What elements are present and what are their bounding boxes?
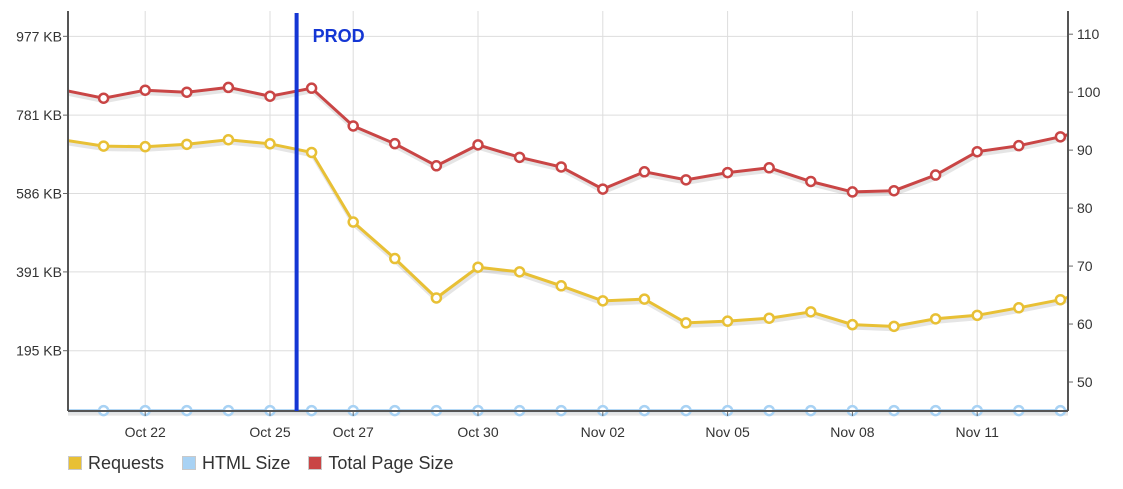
point-total-page-size bbox=[680, 174, 692, 186]
point-total-page-size bbox=[139, 84, 151, 96]
legend-swatch-total-page-size bbox=[308, 456, 323, 470]
legend-label-requests: Requests bbox=[88, 452, 165, 473]
point-total-page-size bbox=[1098, 121, 1107, 130]
point-requests bbox=[721, 315, 734, 327]
y-right-tick-label: 90 bbox=[1077, 142, 1093, 158]
legend-item-requests[interactable]: Requests bbox=[68, 453, 164, 474]
y-right-tick-label: 110 bbox=[1077, 26, 1100, 42]
x-tick-label: Oct 22 bbox=[125, 424, 166, 440]
y-left-tick-label: 977 KB bbox=[16, 28, 62, 44]
legend: Requests HTML Size Total Page Size bbox=[68, 451, 471, 475]
point-requests bbox=[971, 309, 983, 322]
x-tick-label: Nov 05 bbox=[705, 424, 750, 440]
point-requests bbox=[1054, 293, 1067, 306]
grid bbox=[68, 11, 1068, 411]
point-total-page-size bbox=[929, 169, 942, 181]
point-total-page-size bbox=[971, 145, 983, 158]
y-right-tick-label: 80 bbox=[1077, 200, 1093, 216]
point-requests bbox=[181, 138, 193, 151]
y-right-tick-label: 50 bbox=[1077, 374, 1093, 390]
y-left-tick-label: 195 KB bbox=[16, 343, 62, 359]
point-requests bbox=[58, 135, 67, 144]
point-requests bbox=[1013, 302, 1025, 314]
point-requests bbox=[430, 292, 443, 304]
point-total-page-size bbox=[1013, 139, 1025, 152]
point-total-page-size bbox=[805, 175, 817, 188]
legend-label-total-page-size: Total Page Size bbox=[328, 452, 454, 473]
point-requests bbox=[1098, 282, 1107, 291]
point-total-page-size bbox=[222, 81, 235, 94]
point-requests bbox=[763, 312, 775, 324]
point-html-size bbox=[1098, 406, 1107, 415]
point-total-page-size bbox=[389, 137, 401, 150]
point-requests bbox=[264, 138, 276, 150]
point-requests bbox=[389, 252, 401, 265]
point-total-page-size bbox=[305, 82, 318, 94]
legend-swatch-html-size bbox=[182, 456, 197, 470]
x-tick-label: Nov 08 bbox=[830, 424, 875, 440]
y-left-tick-label: 586 KB bbox=[16, 186, 62, 202]
axes bbox=[63, 11, 1073, 416]
point-total-page-size bbox=[181, 86, 193, 98]
series-shadow-requests bbox=[68, 140, 1068, 332]
y-left-tick-label: 781 KB bbox=[16, 107, 62, 123]
prod-marker-label: PROD bbox=[313, 26, 365, 46]
point-requests bbox=[597, 295, 609, 307]
point-requests bbox=[888, 320, 900, 333]
plot-background bbox=[68, 11, 1068, 411]
legend-label-html-size: HTML Size bbox=[202, 452, 291, 473]
point-total-page-size bbox=[763, 162, 775, 174]
legend-swatch-requests bbox=[68, 456, 82, 470]
point-total-page-size bbox=[846, 186, 859, 198]
point-requests bbox=[305, 146, 318, 159]
point-requests bbox=[347, 216, 359, 228]
point-total-page-size bbox=[1054, 131, 1067, 143]
point-total-page-size bbox=[513, 151, 526, 164]
point-total-page-size bbox=[97, 92, 110, 104]
point-total-page-size bbox=[721, 166, 734, 179]
series-line-requests bbox=[68, 138, 1068, 328]
series-line-total-page-size bbox=[68, 85, 1068, 194]
point-total-page-size bbox=[888, 184, 900, 197]
point-requests bbox=[638, 293, 651, 305]
point-total-page-size bbox=[58, 85, 67, 94]
point-html-size bbox=[58, 406, 67, 415]
y-right-tick-label: 100 bbox=[1077, 84, 1101, 100]
point-total-page-size bbox=[472, 139, 484, 151]
legend-item-html-size[interactable]: HTML Size bbox=[182, 453, 290, 474]
point-requests bbox=[513, 266, 526, 278]
point-requests bbox=[555, 280, 567, 292]
x-tick-label: Oct 30 bbox=[457, 424, 498, 440]
point-requests bbox=[846, 318, 859, 331]
point-requests bbox=[97, 140, 110, 152]
point-requests bbox=[222, 133, 235, 146]
point-requests bbox=[139, 140, 151, 153]
x-tick-label: Oct 27 bbox=[333, 424, 374, 440]
point-total-page-size bbox=[638, 166, 651, 178]
series-shadow-total-page-size bbox=[68, 88, 1068, 197]
point-requests bbox=[472, 261, 484, 273]
x-tick-label: Nov 11 bbox=[956, 424, 1000, 440]
y-right-tick-label: 60 bbox=[1077, 316, 1093, 332]
point-requests bbox=[929, 313, 942, 325]
point-total-page-size bbox=[597, 183, 609, 195]
point-requests bbox=[805, 306, 817, 318]
point-requests bbox=[680, 317, 692, 329]
point-total-page-size bbox=[347, 120, 359, 132]
point-total-page-size bbox=[264, 90, 276, 102]
y-right-tick-label: 70 bbox=[1077, 258, 1093, 274]
legend-item-total-page-size[interactable]: Total Page Size bbox=[308, 453, 453, 474]
point-total-page-size bbox=[555, 161, 567, 173]
x-tick-label: Oct 25 bbox=[249, 424, 290, 440]
tick-labels: 977 KB 781 KB 586 KB 391 KB 195 KB 110 100 90 80… bbox=[16, 26, 1101, 440]
point-total-page-size bbox=[430, 160, 443, 172]
x-tick-label: Nov 02 bbox=[581, 424, 626, 440]
y-left-tick-label: 391 KB bbox=[16, 264, 62, 280]
